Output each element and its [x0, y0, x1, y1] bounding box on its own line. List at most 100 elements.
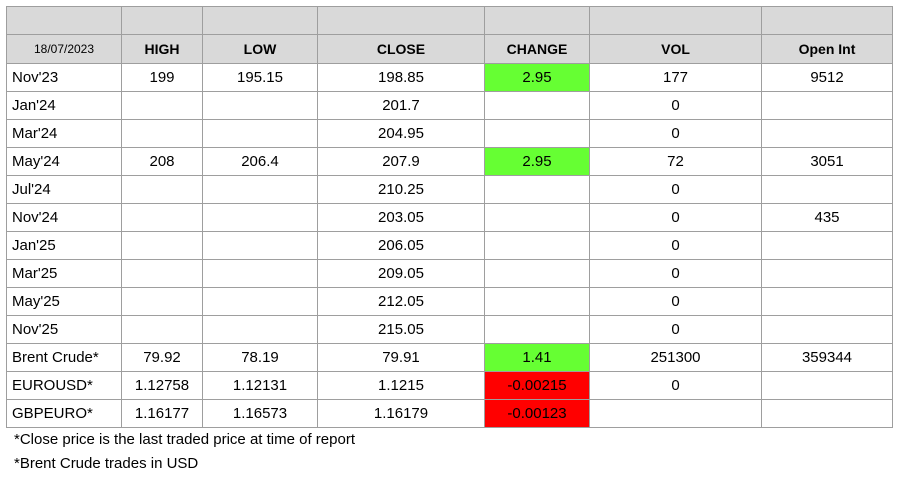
close-cell: 212.05 [317, 287, 485, 316]
header-change: CHANGE [484, 34, 590, 64]
open-int-cell: 359344 [761, 343, 893, 372]
header-low: LOW [202, 34, 318, 64]
contract-cell: Jul'24 [6, 175, 122, 204]
blank-cell [761, 6, 893, 35]
high-cell: 199 [121, 63, 203, 92]
vol-cell: 0 [589, 231, 762, 260]
change-cell [484, 119, 590, 148]
contract-cell: Brent Crude* [6, 343, 122, 372]
footnotes: *Close price is the last traded price at… [14, 428, 355, 476]
low-cell [202, 315, 318, 344]
header-row: 18/07/2023 HIGH LOW CLOSE CHANGE VOL Ope… [6, 34, 893, 64]
low-cell [202, 259, 318, 288]
change-cell: 2.95 [484, 63, 590, 92]
blank-header-row [6, 6, 893, 35]
table-row: Brent Crude* 79.92 78.19 79.91 1.41 251300 359… [6, 343, 893, 372]
table-row: Nov'23 199 195.15 198.85 2.95 177 9512 [6, 63, 893, 92]
change-cell [484, 259, 590, 288]
change-cell [484, 175, 590, 204]
change-cell: -0.00123 [484, 399, 590, 428]
high-cell [121, 91, 203, 120]
contract-cell: Nov'23 [6, 63, 122, 92]
close-cell: 1.16179 [317, 399, 485, 428]
high-cell [121, 203, 203, 232]
table-row: Jan'25 206.05 0 [6, 231, 893, 260]
prices-table: 18/07/2023 HIGH LOW CLOSE CHANGE VOL Ope… [6, 6, 893, 428]
vol-cell: 0 [589, 91, 762, 120]
high-cell: 1.16177 [121, 399, 203, 428]
contract-cell: Mar'25 [6, 259, 122, 288]
open-int-cell [761, 175, 893, 204]
table-row: Jan'24 201.7 0 [6, 91, 893, 120]
close-cell: 79.91 [317, 343, 485, 372]
change-cell: 1.41 [484, 343, 590, 372]
change-cell [484, 287, 590, 316]
close-cell: 215.05 [317, 315, 485, 344]
footnote-brent-currency: *Brent Crude trades in USD [14, 455, 199, 472]
table-row: May'25 212.05 0 [6, 287, 893, 316]
open-int-cell [761, 119, 893, 148]
open-int-cell [761, 371, 893, 400]
high-cell: 208 [121, 147, 203, 176]
contract-cell: May'24 [6, 147, 122, 176]
vol-cell [589, 399, 762, 428]
low-cell [202, 91, 318, 120]
vol-cell: 0 [589, 371, 762, 400]
low-cell [202, 175, 318, 204]
header-open-int: Open Int [761, 34, 893, 64]
change-cell [484, 315, 590, 344]
close-cell: 198.85 [317, 63, 485, 92]
contract-cell: Nov'24 [6, 203, 122, 232]
vol-cell: 0 [589, 315, 762, 344]
close-cell: 1.1215 [317, 371, 485, 400]
low-cell: 1.16573 [202, 399, 318, 428]
blank-cell [121, 6, 203, 35]
vol-cell: 0 [589, 203, 762, 232]
change-cell [484, 231, 590, 260]
contract-cell: May'25 [6, 287, 122, 316]
close-cell: 204.95 [317, 119, 485, 148]
contract-cell: Nov'25 [6, 315, 122, 344]
contract-cell: GBPEURO* [6, 399, 122, 428]
low-cell: 78.19 [202, 343, 318, 372]
high-cell [121, 315, 203, 344]
vol-cell: 0 [589, 175, 762, 204]
open-int-cell [761, 399, 893, 428]
blank-cell [202, 6, 318, 35]
low-cell [202, 231, 318, 260]
open-int-cell [761, 287, 893, 316]
low-cell: 195.15 [202, 63, 318, 92]
table-row: EUROUSD* 1.12758 1.12131 1.1215 -0.00215 0 [6, 371, 893, 400]
low-cell: 206.4 [202, 147, 318, 176]
vol-cell: 72 [589, 147, 762, 176]
table-row: Mar'25 209.05 0 [6, 259, 893, 288]
header-high: HIGH [121, 34, 203, 64]
header-vol: VOL [589, 34, 762, 64]
contract-cell: Jan'24 [6, 91, 122, 120]
contract-cell: Jan'25 [6, 231, 122, 260]
change-cell [484, 203, 590, 232]
close-cell: 203.05 [317, 203, 485, 232]
report-date: 18/07/2023 [6, 34, 122, 64]
blank-cell [484, 6, 590, 35]
blank-cell [589, 6, 762, 35]
low-cell [202, 203, 318, 232]
low-cell [202, 287, 318, 316]
close-cell: 207.9 [317, 147, 485, 176]
close-cell: 210.25 [317, 175, 485, 204]
open-int-cell [761, 91, 893, 120]
table-row: Nov'25 215.05 0 [6, 315, 893, 344]
high-cell [121, 119, 203, 148]
contract-cell: EUROUSD* [6, 371, 122, 400]
change-cell [484, 91, 590, 120]
footnote-close-price: *Close price is the last traded price at… [14, 431, 355, 448]
blank-cell [317, 6, 485, 35]
vol-cell: 177 [589, 63, 762, 92]
open-int-cell: 3051 [761, 147, 893, 176]
table-row: Mar'24 204.95 0 [6, 119, 893, 148]
high-cell [121, 287, 203, 316]
high-cell [121, 231, 203, 260]
close-cell: 209.05 [317, 259, 485, 288]
table-row: Jul'24 210.25 0 [6, 175, 893, 204]
open-int-cell [761, 315, 893, 344]
